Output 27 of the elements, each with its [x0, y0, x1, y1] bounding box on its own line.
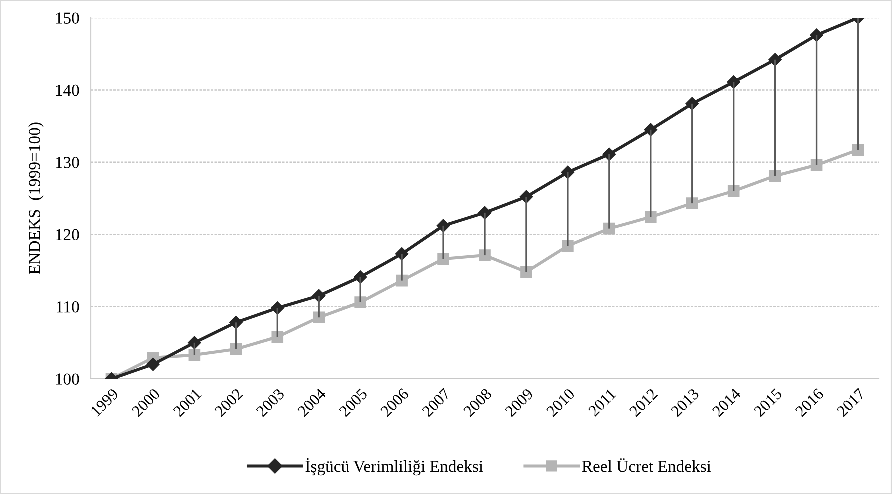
point [230, 343, 242, 356]
legend-label: İşgücü Verimliliği Endeksi [306, 458, 484, 476]
point [686, 198, 698, 210]
x-tick-label: 2011 [588, 388, 617, 417]
y-tick-label: 140 [56, 84, 80, 96]
y-axis-title: ENDEKS (1999=100) [28, 122, 44, 274]
point [604, 222, 616, 235]
point [644, 211, 657, 224]
point [728, 185, 740, 198]
y-tick-label: 130 [56, 157, 80, 168]
y-tick-label: 120 [56, 229, 80, 241]
y-tick-label: 110 [56, 302, 80, 313]
point [146, 358, 160, 372]
point [188, 349, 201, 362]
point [769, 170, 782, 182]
point [354, 296, 366, 308]
point [520, 266, 532, 278]
point [810, 159, 823, 172]
y-tick-label: 150 [56, 12, 80, 24]
point [852, 144, 864, 156]
point [438, 253, 450, 266]
point [396, 274, 408, 287]
point [272, 331, 284, 344]
point [562, 240, 574, 252]
legend-label: Reel Ücret Endeksi [582, 458, 712, 472]
y-tick-label: 100 [56, 374, 80, 385]
point [313, 312, 326, 324]
